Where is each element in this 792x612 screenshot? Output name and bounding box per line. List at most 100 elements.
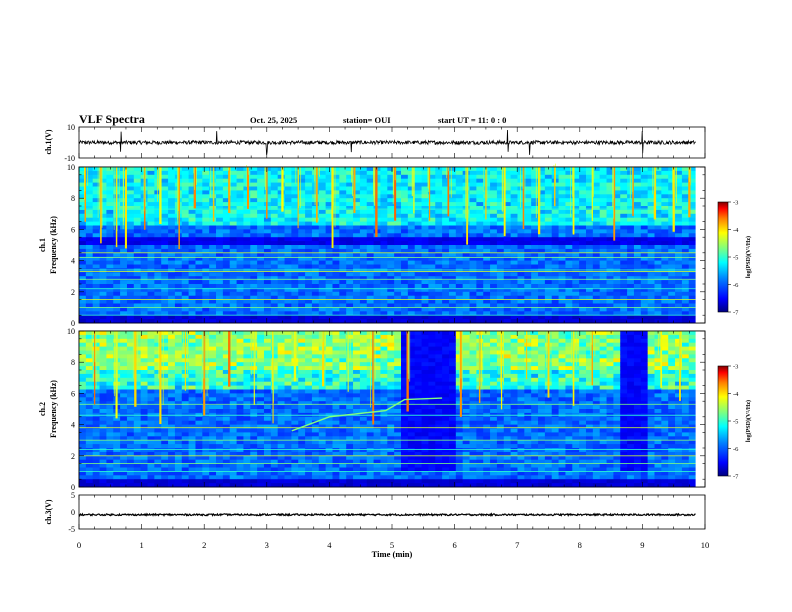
spectrogram-cell xyxy=(161,291,169,297)
spectrogram-cell xyxy=(99,245,107,250)
spectrogram-cell xyxy=(291,311,299,316)
spectrogram-cell xyxy=(510,167,518,172)
spectrogram-cell xyxy=(229,268,237,273)
spectrogram-cell xyxy=(229,420,237,425)
spectrogram-cell xyxy=(538,170,546,176)
spectrogram-cell xyxy=(654,272,662,277)
spectrogram-cell xyxy=(455,280,464,285)
spectrogram-cell xyxy=(476,190,484,195)
spectrogram-cell xyxy=(524,307,532,312)
spectrogram-cell xyxy=(661,295,669,300)
spectrogram-cell xyxy=(133,213,142,219)
spectrogram-cell xyxy=(202,233,210,238)
spectrogram-cell xyxy=(531,225,539,230)
spectrogram-cell xyxy=(202,366,210,371)
spectrogram-cell xyxy=(257,319,265,324)
spectrogram-cell xyxy=(606,225,614,230)
spectrogram-cell xyxy=(236,174,244,180)
spectrogram-cell xyxy=(133,268,142,273)
spectrogram-cell xyxy=(161,362,169,367)
spectrogram-cell xyxy=(531,190,539,195)
spectrogram-cell xyxy=(305,225,313,230)
spectrogram-cell xyxy=(133,248,142,254)
spectrogram-cell xyxy=(243,381,251,386)
spectrogram-cell xyxy=(606,209,614,215)
spectrogram-cell xyxy=(455,276,464,281)
spectrogram-cell xyxy=(147,420,155,425)
spectrogram-cell xyxy=(640,233,649,238)
spectrogram-cell xyxy=(188,315,196,320)
spectrogram-cell xyxy=(661,252,669,258)
spectrogram-cell xyxy=(332,213,340,219)
spectrogram-cell xyxy=(126,432,135,437)
spectrogram-cell xyxy=(565,174,573,180)
spectrogram-cell xyxy=(380,256,388,261)
spectrogram-cell xyxy=(442,264,450,269)
spectrogram-cell xyxy=(579,194,587,199)
spectrogram-cell xyxy=(688,245,697,250)
spectrogram-cell xyxy=(448,202,457,207)
spectrogram-cell xyxy=(126,354,135,359)
spectrogram-cell xyxy=(421,182,429,187)
spectrogram-cell xyxy=(311,194,320,199)
spectrogram-cell xyxy=(216,338,224,344)
spectrogram-cell xyxy=(174,432,183,437)
spectrogram-cell xyxy=(291,190,299,195)
spectrogram-cell xyxy=(538,252,546,258)
spectrogram-cell xyxy=(469,170,477,176)
spectrogram-cell xyxy=(106,389,114,394)
spectrogram-cell xyxy=(195,190,203,195)
spectrogram-cell xyxy=(92,303,100,308)
spectrogram-cell xyxy=(229,370,237,375)
spectrogram-cell xyxy=(120,459,128,464)
spectrogram-cell xyxy=(85,373,94,379)
spectrogram-cell xyxy=(202,362,210,367)
spectrogram-cell xyxy=(147,268,155,273)
spectrogram-cell xyxy=(216,459,224,464)
spectrogram-cell xyxy=(195,416,203,422)
spectrogram-cell xyxy=(85,389,94,394)
spectrogram-cell xyxy=(517,194,525,199)
spectrogram-cell xyxy=(85,245,94,250)
spectrogram-cell xyxy=(448,272,457,277)
spectrogram-cell xyxy=(147,287,155,293)
spectrogram-cell xyxy=(120,287,128,293)
spectrogram-cell xyxy=(401,237,409,242)
spectrogram-cell xyxy=(401,178,409,183)
spectrogram-cell xyxy=(174,268,183,273)
spectrogram-cell xyxy=(448,315,457,320)
spectrogram-cell xyxy=(85,311,94,316)
spectrogram-cell xyxy=(517,256,525,261)
spectrogram-cell xyxy=(154,202,162,207)
spectrogram-cell xyxy=(99,475,107,480)
spectrogram-cell xyxy=(168,334,176,340)
spectrogram-cell xyxy=(161,483,169,488)
spectrogram-cell xyxy=(106,463,114,468)
spectrogram-cell xyxy=(551,315,559,320)
spectrogram-cell xyxy=(517,252,525,258)
spectrogram-cell xyxy=(85,444,94,449)
spectrogram-cell xyxy=(442,307,450,312)
spectrogram-cell xyxy=(181,280,190,285)
spectrogram-cell xyxy=(209,455,217,461)
spectrogram-cell xyxy=(140,381,148,386)
spectrogram-cell xyxy=(243,334,251,340)
spectrogram-cell xyxy=(401,174,409,180)
colorbar-tick-label: -7 xyxy=(733,310,739,317)
spectrogram-cell xyxy=(161,315,169,320)
spectrogram-cell xyxy=(428,245,436,250)
spectrogram-cell xyxy=(222,366,231,371)
spectrogram-cell xyxy=(394,260,402,265)
spectrogram-cell xyxy=(188,213,196,219)
spectrogram-cell xyxy=(305,209,313,215)
spectrogram-cell xyxy=(92,221,100,226)
spectrogram-cell xyxy=(126,409,135,414)
spectrogram-cell xyxy=(613,217,621,222)
spectrogram-cell xyxy=(469,248,477,254)
spectrogram-cell xyxy=(490,295,498,300)
spectrogram-cell xyxy=(92,256,100,261)
spectrogram-cell xyxy=(606,194,614,199)
spectrogram-cell xyxy=(394,256,402,261)
spectrogram-cell xyxy=(277,260,285,265)
spectrogram-cell xyxy=(195,444,203,449)
